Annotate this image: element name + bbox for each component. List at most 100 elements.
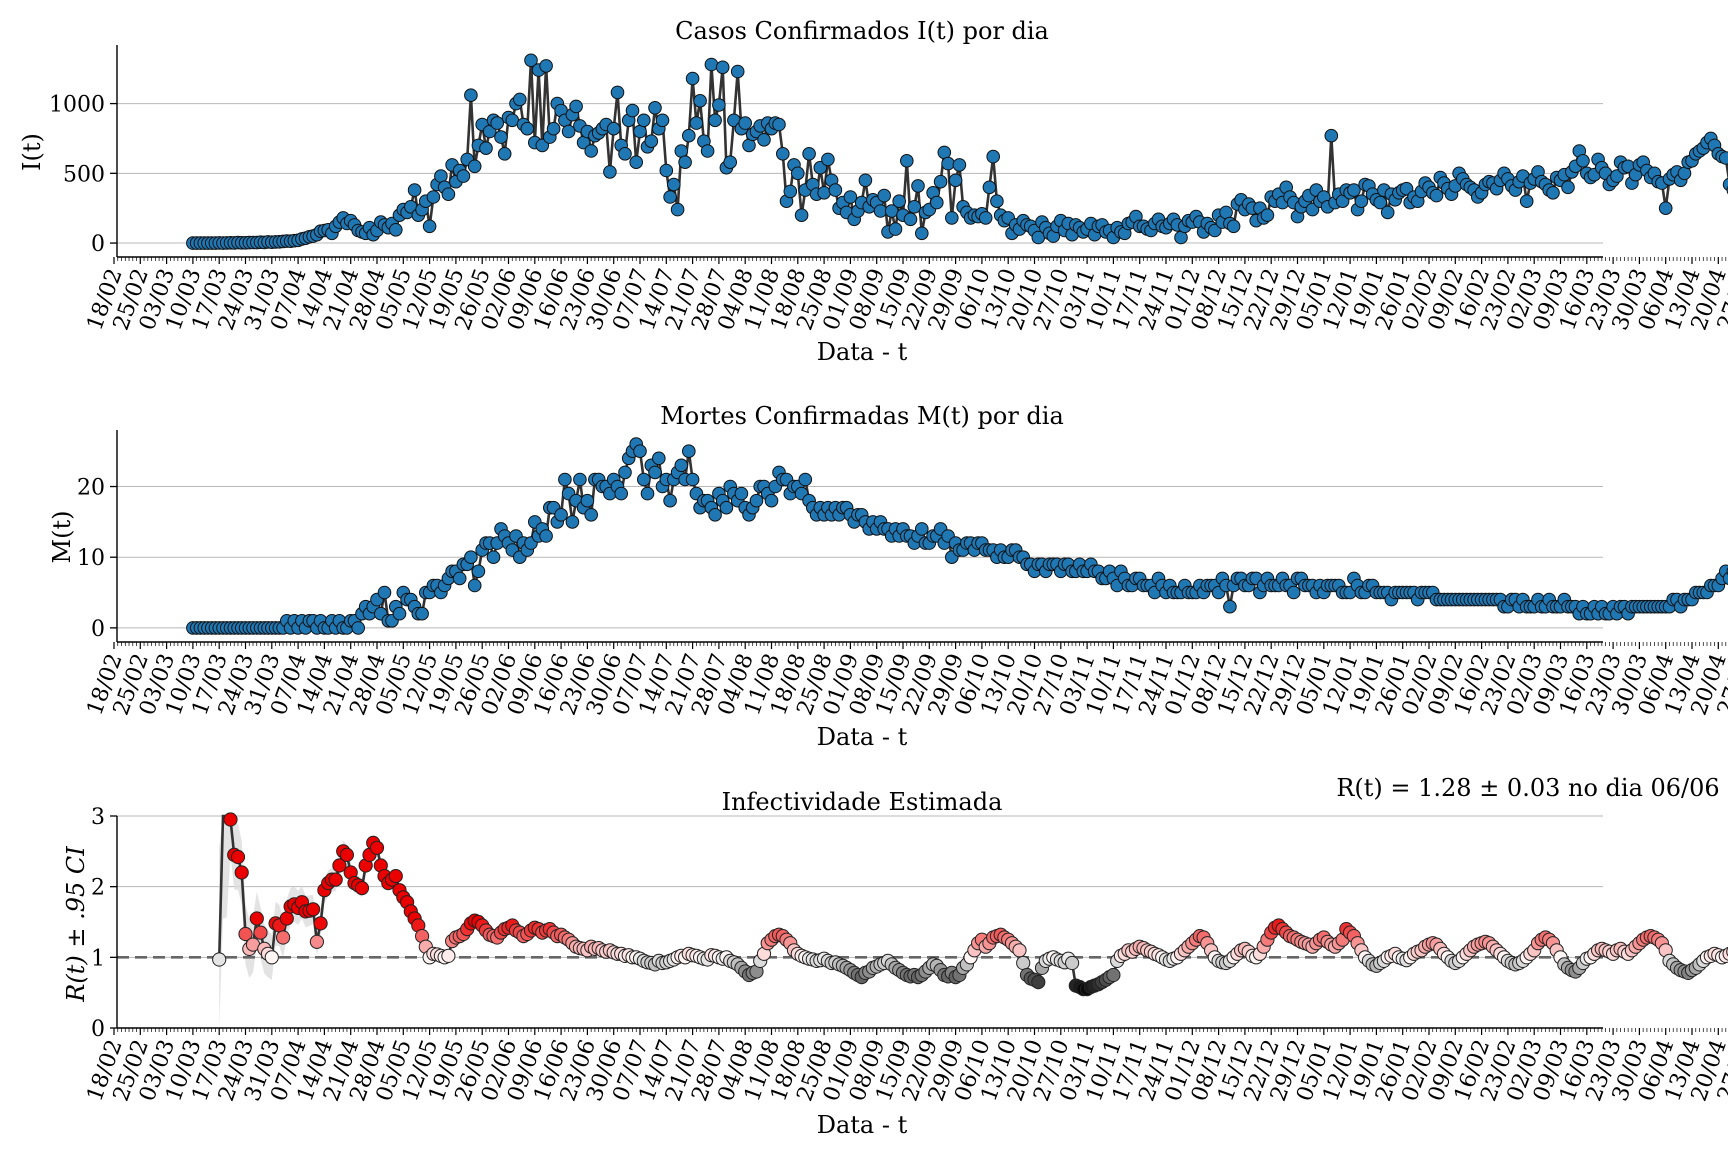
deaths-point xyxy=(486,550,501,565)
cases-gridlines xyxy=(117,103,1603,244)
rt-xlabel: Data - t xyxy=(817,1111,908,1139)
cases-point xyxy=(982,180,997,195)
cases-point xyxy=(1561,180,1575,195)
rt-panel: Infectividade Estimada R(t) ± .95 CI Dat… xyxy=(62,774,1728,1139)
rt-point xyxy=(1016,955,1031,971)
cases-point xyxy=(1610,169,1624,183)
cases-point xyxy=(1208,223,1222,238)
deaths-point xyxy=(637,472,651,487)
cases-point xyxy=(941,156,955,171)
cases-point xyxy=(986,149,1001,164)
cases-point xyxy=(892,194,907,208)
deaths-point xyxy=(584,508,599,522)
deaths-point xyxy=(565,515,580,529)
cases-xticks: 18/0225/0203/0310/0317/0324/0331/0307/04… xyxy=(82,257,1728,334)
rt-title: Infectividade Estimada xyxy=(722,788,1003,816)
cases-point xyxy=(464,88,478,102)
deaths-xlabel: Data - t xyxy=(817,723,908,751)
rt-ylabel: R(t) ± .95 CI xyxy=(62,846,90,1003)
deaths-point xyxy=(1286,585,1301,600)
cases-point xyxy=(693,94,707,108)
cases-point xyxy=(426,190,441,204)
deaths-title: Mortes Confirmadas M(t) por dia xyxy=(660,402,1064,430)
deaths-axes xyxy=(116,430,1603,643)
rt-point xyxy=(339,847,354,863)
cases-point xyxy=(422,219,437,234)
deaths-point xyxy=(471,564,486,579)
rt-axes xyxy=(116,816,1603,1029)
cases-point xyxy=(817,186,831,200)
rt-point xyxy=(328,872,343,887)
cases-point xyxy=(648,101,662,115)
cases-point xyxy=(441,187,456,201)
deaths-xticks: 18/0225/0203/0310/0317/0324/0331/0307/04… xyxy=(82,642,1728,719)
cases-point xyxy=(990,194,1004,208)
rt-annotation-group: R(t) = 1.28 ± 0.03 no dia 06/06 xyxy=(1336,774,1719,802)
rt-point xyxy=(279,911,294,926)
cases-ytick-label: 1000 xyxy=(49,93,105,118)
rt-point xyxy=(313,916,328,931)
cases-point xyxy=(915,226,929,241)
cases-point xyxy=(1373,195,1387,210)
deaths-point xyxy=(674,458,689,473)
cases-point xyxy=(584,144,599,158)
cases-point xyxy=(1719,151,1728,165)
cases-point xyxy=(712,98,726,112)
rt-point xyxy=(309,934,324,949)
deaths-point xyxy=(415,606,429,621)
cases-point xyxy=(1174,230,1188,245)
cases-point xyxy=(685,71,700,86)
cases-point xyxy=(1546,186,1560,200)
deaths-point xyxy=(734,486,749,501)
cases-point xyxy=(802,147,816,161)
cases-point xyxy=(569,99,583,114)
cases-point xyxy=(821,152,835,167)
cases-point xyxy=(933,174,948,189)
rt-point xyxy=(441,948,456,964)
cases-point xyxy=(520,121,535,136)
cases-point xyxy=(659,163,674,178)
cases-point xyxy=(888,222,903,236)
rt-yticks: 0 1 2 3 xyxy=(91,805,117,1042)
cases-point xyxy=(667,177,681,192)
cases-point xyxy=(674,144,689,158)
cases-point xyxy=(1305,202,1320,217)
deaths-point xyxy=(554,508,568,522)
cases-point xyxy=(700,144,715,158)
cases-point xyxy=(539,59,553,73)
cases-point xyxy=(633,124,647,139)
cases-ytick-label: 500 xyxy=(63,162,105,187)
rt-point xyxy=(223,812,238,827)
cases-xlabel: Data - t xyxy=(817,338,908,366)
deaths-point xyxy=(764,493,779,508)
cases-point xyxy=(738,116,753,130)
cases-point xyxy=(655,113,670,128)
cases-point xyxy=(900,154,914,168)
cases-point xyxy=(603,165,617,179)
deaths-ytick-label: 20 xyxy=(77,476,105,501)
cases-point xyxy=(945,211,959,225)
deaths-point xyxy=(580,493,595,508)
deaths-point xyxy=(377,585,392,600)
cases-point xyxy=(1354,194,1369,208)
deaths-point xyxy=(685,472,700,487)
cases-ylabel: I(t) xyxy=(18,133,46,171)
cases-point xyxy=(1658,201,1673,215)
rt-point xyxy=(1031,975,1046,990)
rt-point xyxy=(388,869,403,884)
deaths-point xyxy=(663,493,677,508)
deaths-point xyxy=(633,444,647,459)
rt-point xyxy=(253,925,268,940)
rt-point xyxy=(249,911,264,926)
rt-point xyxy=(1106,967,1121,983)
cases-point xyxy=(1380,205,1395,220)
deaths-point xyxy=(618,465,632,480)
cases-point xyxy=(776,147,790,161)
cases-point xyxy=(389,223,403,237)
cases-point xyxy=(524,53,538,68)
deaths-point xyxy=(682,444,696,459)
cases-point xyxy=(407,183,422,197)
cases-point xyxy=(682,128,696,143)
cases-point xyxy=(937,145,952,160)
cases-point xyxy=(629,155,644,169)
